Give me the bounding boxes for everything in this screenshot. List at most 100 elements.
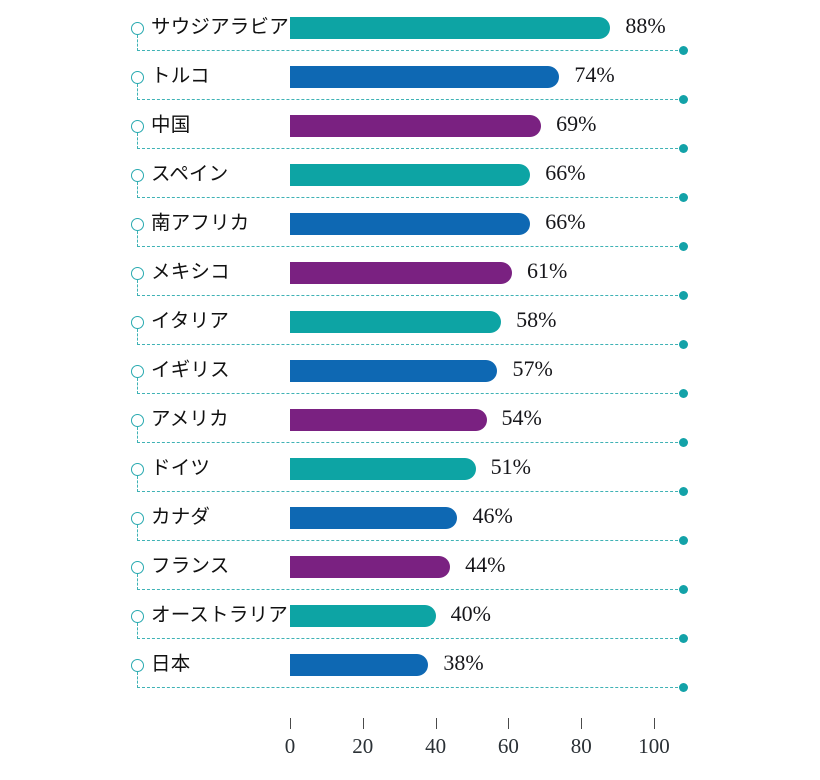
axis-tick-label: 20 — [352, 734, 374, 758]
category-label: トルコ — [151, 65, 210, 87]
category-label: オーストラリア — [151, 604, 288, 626]
bullet-connector-line — [137, 84, 138, 100]
separator-end-dot-icon — [679, 438, 688, 447]
row-separator-dashed-line — [137, 393, 683, 394]
category-bullet-circle-icon — [131, 22, 144, 35]
chart-row: 日本 38% — [0, 639, 820, 692]
category-bullet-circle-icon — [131, 267, 144, 280]
separator-end-dot-icon — [679, 144, 688, 153]
axis-tick-mark — [290, 718, 291, 729]
bullet-connector-line — [137, 133, 138, 149]
chart-row: イギリス 57% — [0, 345, 820, 398]
category-label: イギリス — [151, 359, 230, 381]
bar — [290, 213, 531, 235]
category-label: サウジアラビア — [151, 16, 289, 38]
bar — [290, 17, 611, 39]
bar-value-label: 40% — [450, 601, 491, 626]
axis-tick-label: 0 — [284, 734, 296, 758]
category-label: 日本 — [151, 653, 191, 675]
category-bullet-circle-icon — [131, 463, 144, 476]
chart-row: オーストラリア 40% — [0, 590, 820, 643]
bar-value-label: 66% — [545, 209, 586, 234]
row-separator-dashed-line — [137, 589, 683, 590]
bar — [290, 164, 531, 186]
chart-row: 中国 69% — [0, 100, 820, 153]
bar — [290, 66, 560, 88]
bar-value-label: 88% — [625, 13, 666, 38]
category-label: ドイツ — [151, 457, 211, 479]
axis-tick-mark — [362, 718, 364, 729]
category-bullet-circle-icon — [131, 610, 144, 623]
category-label: フランス — [151, 555, 230, 577]
bar — [290, 507, 458, 529]
chart-row: サウジアラビア 88% — [0, 2, 820, 55]
chart-row: トルコ 74% — [0, 51, 820, 104]
row-separator-dashed-line — [137, 491, 683, 492]
row-separator-dashed-line — [137, 295, 683, 296]
row-separator-dashed-line — [137, 442, 683, 443]
bar-value-label: 57% — [512, 356, 553, 381]
row-separator-dashed-line — [137, 50, 683, 51]
separator-end-dot-icon — [679, 683, 688, 692]
chart-row: 南アフリカ 66% — [0, 198, 820, 251]
row-separator-dashed-line — [137, 344, 683, 345]
category-bullet-circle-icon — [131, 120, 144, 133]
bar — [290, 458, 476, 480]
bar — [290, 115, 542, 137]
bar — [290, 605, 436, 627]
category-bullet-circle-icon — [131, 218, 144, 231]
bar-value-label: 74% — [574, 62, 615, 87]
axis-tick-label: 100 — [638, 734, 670, 758]
bullet-connector-line — [137, 574, 138, 590]
bar — [290, 262, 513, 284]
bullet-connector-line — [137, 672, 138, 688]
category-bullet-circle-icon — [131, 561, 144, 574]
axis-tick-label: 80 — [570, 734, 592, 758]
separator-end-dot-icon — [679, 487, 688, 496]
bar — [290, 360, 498, 382]
bar-value-label: 44% — [465, 552, 506, 577]
row-separator-dashed-line — [137, 197, 683, 198]
category-bullet-circle-icon — [131, 169, 144, 182]
axis-tick-label: 40 — [425, 734, 447, 758]
bullet-connector-line — [137, 476, 138, 492]
bullet-connector-line — [137, 378, 138, 394]
bar — [290, 556, 451, 578]
separator-end-dot-icon — [679, 291, 688, 300]
category-label: メキシコ — [151, 261, 230, 283]
axis-tick-mark — [508, 718, 510, 729]
bullet-connector-line — [137, 280, 138, 296]
bar-value-label: 38% — [443, 650, 484, 675]
separator-end-dot-icon — [679, 585, 688, 594]
x-axis: 0 20 40 60 80 100 — [0, 712, 820, 780]
separator-end-dot-icon — [679, 46, 688, 55]
separator-end-dot-icon — [679, 536, 688, 545]
bullet-connector-line — [137, 182, 138, 198]
bullet-connector-line — [137, 329, 138, 345]
category-label: 中国 — [151, 114, 191, 136]
separator-end-dot-icon — [679, 634, 688, 643]
chart-row: カナダ 46% — [0, 492, 820, 545]
bar-value-label: 69% — [556, 111, 597, 136]
bar-value-label: 66% — [545, 160, 586, 185]
separator-end-dot-icon — [679, 389, 688, 398]
separator-end-dot-icon — [679, 242, 688, 251]
bullet-connector-line — [137, 231, 138, 247]
category-bullet-circle-icon — [131, 316, 144, 329]
row-separator-dashed-line — [137, 148, 683, 149]
category-label: カナダ — [151, 506, 211, 528]
category-label: アメリカ — [151, 408, 229, 430]
category-bullet-circle-icon — [131, 512, 144, 525]
bullet-connector-line — [137, 525, 138, 541]
bullet-connector-line — [137, 35, 138, 51]
row-separator-dashed-line — [137, 99, 683, 100]
chart-row: スペイン 66% — [0, 149, 820, 202]
separator-end-dot-icon — [679, 193, 688, 202]
bar-value-label: 46% — [472, 503, 513, 528]
row-separator-dashed-line — [137, 246, 683, 247]
axis-tick-mark — [435, 718, 437, 729]
axis-tick-label: 60 — [497, 734, 519, 758]
bar-value-label: 61% — [527, 258, 568, 283]
bar-value-label: 51% — [490, 454, 531, 479]
